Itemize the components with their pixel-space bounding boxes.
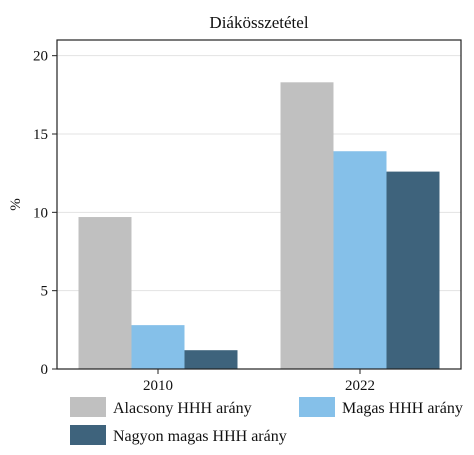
- bar: [131, 325, 185, 369]
- legend-label: Nagyon magas HHH arány: [113, 428, 287, 445]
- bar: [78, 217, 132, 369]
- y-tick-label: 0: [41, 362, 49, 378]
- y-tick-label: 15: [33, 127, 48, 143]
- bars: [78, 82, 440, 370]
- y-tick-label: 20: [33, 49, 48, 65]
- x-axis: 2010 2022: [143, 369, 375, 394]
- bar: [280, 82, 334, 370]
- bar: [184, 350, 238, 369]
- y-axis: 0 5 10 15 20: [33, 49, 57, 378]
- legend-swatch: [299, 397, 335, 417]
- plot-frame: [56, 39, 462, 370]
- bar: [386, 171, 440, 369]
- bar: [333, 151, 387, 369]
- x-tick-label: 2010: [143, 378, 173, 394]
- y-axis-label: %: [8, 198, 24, 211]
- y-tick-label: 5: [41, 284, 49, 300]
- chart-title: Diákösszetétel: [209, 13, 308, 32]
- legend-swatch: [70, 425, 106, 445]
- legend-label: Magas HHH arány: [342, 400, 463, 417]
- y-tick-label: 10: [33, 205, 48, 221]
- legend-swatch: [70, 397, 106, 417]
- x-tick-label: 2022: [345, 378, 375, 394]
- legend: Alacsony HHH arány Magas HHH arány Nagyon …: [70, 397, 463, 445]
- legend-label: Alacsony HHH arány: [113, 400, 252, 417]
